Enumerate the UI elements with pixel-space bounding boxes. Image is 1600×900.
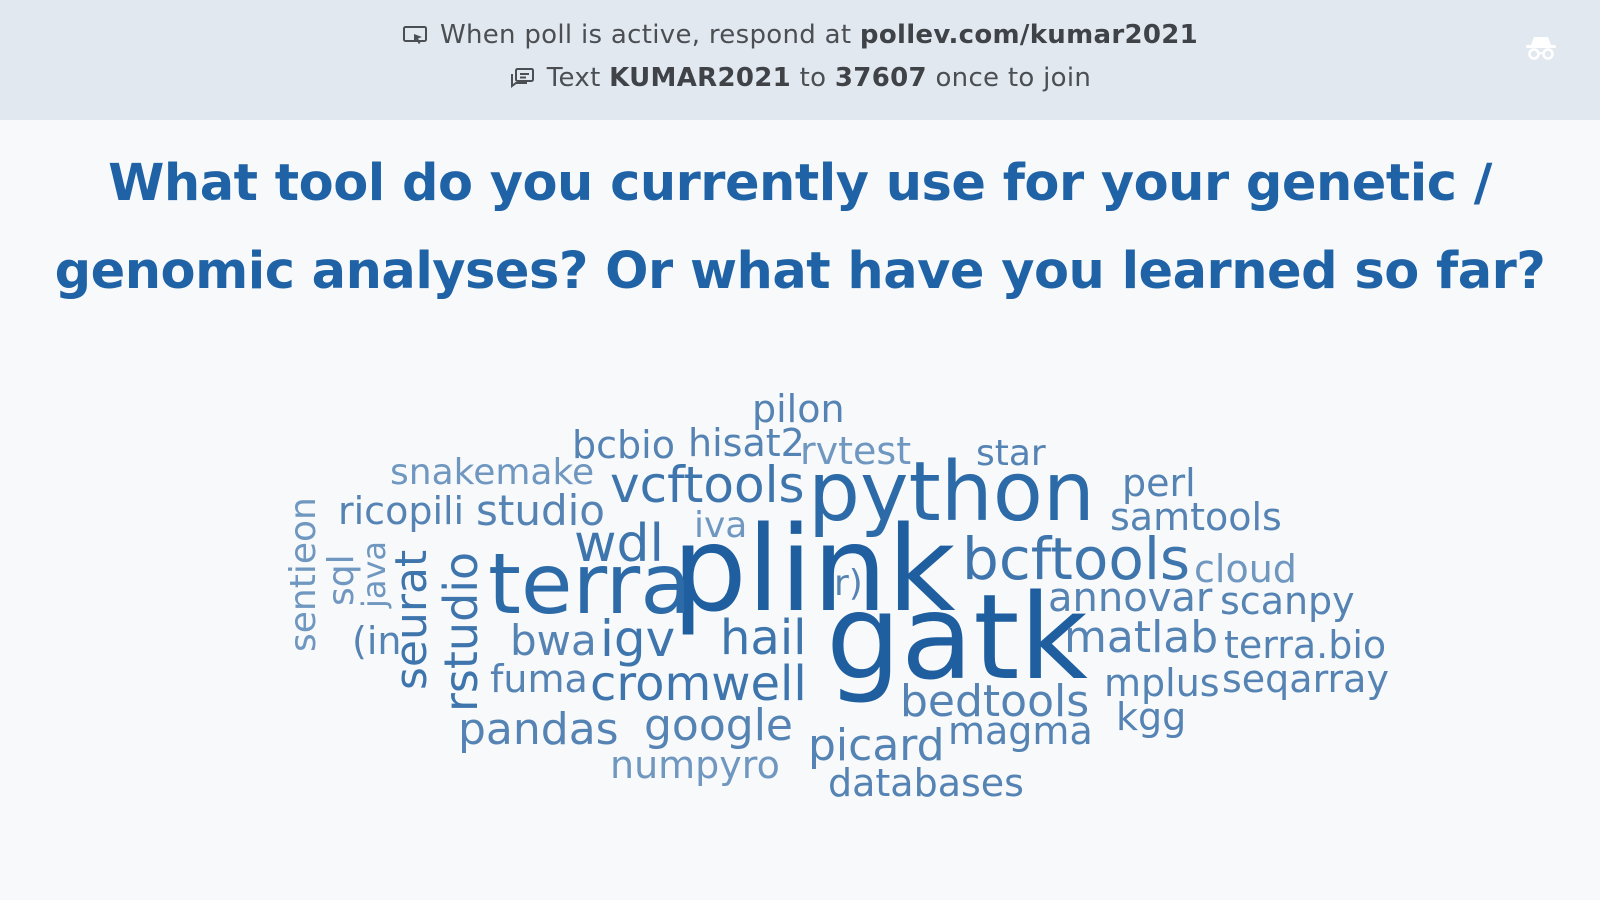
respond-instructions: When poll is active, respond at pollev.c… xyxy=(0,20,1600,50)
word: plink xyxy=(672,500,956,638)
screen-pointer-icon xyxy=(402,26,427,44)
word: cromwell xyxy=(590,656,807,712)
incognito-icon[interactable] xyxy=(1524,34,1558,60)
sms-number: 37607 xyxy=(834,63,927,93)
word: terra.bio xyxy=(1224,623,1387,667)
word: bwa xyxy=(510,616,597,665)
word: scanpy xyxy=(1220,579,1355,623)
word: pandas xyxy=(458,704,619,755)
text-instructions: Text KUMAR2021 to 37607 once to join xyxy=(0,63,1600,93)
word: ricopili xyxy=(338,489,465,533)
word: magma xyxy=(948,709,1093,753)
join-code: KUMAR2021 xyxy=(609,63,792,93)
word: matlab xyxy=(1064,612,1219,663)
word: hisat2 xyxy=(688,421,805,465)
respond-text: When poll is active, respond at xyxy=(439,20,852,50)
poll-banner: When poll is active, respond at pollev.c… xyxy=(0,0,1600,120)
join-suffix: once to join xyxy=(935,63,1092,93)
word: (in xyxy=(352,619,402,663)
word: mplus xyxy=(1104,661,1220,705)
word: fuma xyxy=(490,657,588,701)
word: iva xyxy=(694,505,748,546)
word: seqarray xyxy=(1222,657,1389,701)
word: databases xyxy=(828,761,1024,805)
word: java xyxy=(355,540,393,608)
word: numpyro xyxy=(610,743,780,787)
word: picard xyxy=(808,720,945,771)
word: pilon xyxy=(752,387,845,431)
word: terra xyxy=(488,535,692,633)
word: annovar xyxy=(1048,575,1213,621)
message-icon xyxy=(510,68,534,88)
word: vcftools xyxy=(610,456,805,514)
word: r) xyxy=(834,563,863,604)
word: bcftools xyxy=(962,525,1191,593)
word: igv xyxy=(600,610,676,668)
word: studio xyxy=(476,486,605,535)
word: hail xyxy=(720,610,807,666)
word: rstudio xyxy=(434,551,488,712)
word: cloud xyxy=(1194,547,1297,591)
word: python xyxy=(808,445,1095,540)
text-label: Text xyxy=(546,63,601,93)
word: samtools xyxy=(1110,495,1282,539)
word: google xyxy=(644,700,793,751)
to-label: to xyxy=(799,63,827,93)
word: wdl xyxy=(574,514,664,574)
word: bedtools xyxy=(900,676,1090,727)
word: bcbio xyxy=(572,423,675,467)
word: perl xyxy=(1122,461,1196,505)
word: snakemake xyxy=(390,452,595,493)
poll-url[interactable]: pollev.com/kumar2021 xyxy=(859,20,1199,50)
question-title: What tool do you currently use for your … xyxy=(54,154,1546,301)
word: kgg xyxy=(1116,695,1187,739)
word: star xyxy=(976,433,1046,474)
word: sentieon xyxy=(283,497,324,652)
word: gatk xyxy=(826,568,1088,706)
word: rvtest xyxy=(800,429,912,473)
